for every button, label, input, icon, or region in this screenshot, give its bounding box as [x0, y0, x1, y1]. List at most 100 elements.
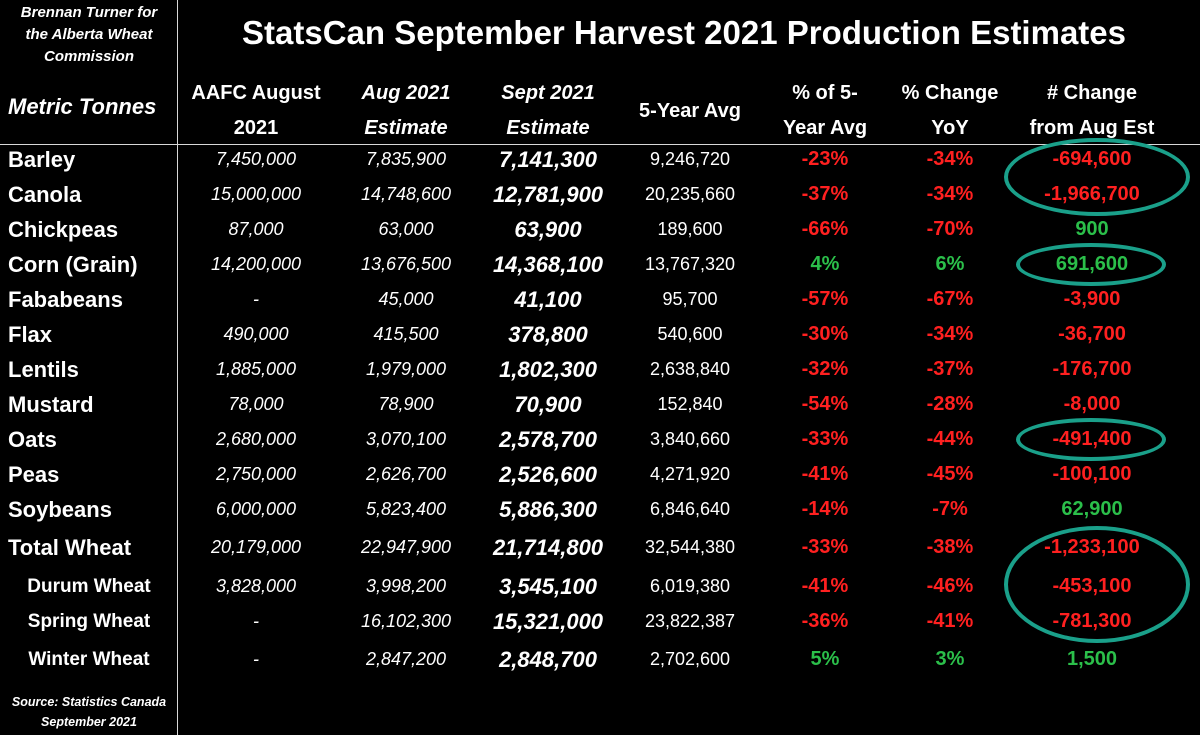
cell-aafc: 7,450,000	[215, 149, 297, 169]
cell-aafc: 490,000	[223, 324, 289, 344]
cell-yoy: -37%	[926, 358, 974, 380]
cell-change: 62,900	[1061, 498, 1123, 520]
cell-sept: 41,100	[514, 287, 582, 312]
crop-label: Oats	[8, 427, 57, 452]
cell-pct-avg: -14%	[801, 498, 849, 520]
cell-aafc: -	[253, 649, 259, 669]
cell-pct-avg: -37%	[801, 183, 849, 205]
cell-yoy: -44%	[926, 428, 974, 450]
column-header-line: # Change	[1046, 82, 1138, 104]
column-header-aafc: AAFC August 2021	[183, 76, 329, 146]
cell-yoy: -70%	[926, 218, 974, 240]
page-title: StatsCan September Harvest 2021 Producti…	[242, 14, 1126, 51]
cell-sept: 1,802,300	[499, 357, 597, 382]
cell-change: -453,100	[1052, 575, 1132, 597]
cell-sept: 3,545,100	[499, 574, 597, 599]
column-header-change: # Change from Aug Est	[1016, 76, 1168, 146]
cell-pct-avg: -36%	[801, 610, 849, 632]
column-header-line: Aug 2021	[361, 82, 451, 104]
cell-avg: 9,246,720	[649, 149, 731, 169]
column-header-avg: 5-Year Avg	[620, 94, 760, 129]
crop-label: Spring Wheat	[27, 611, 151, 632]
cell-change: -100,100	[1052, 463, 1132, 485]
cell-aug: 63,000	[378, 219, 434, 239]
crop-label: Barley	[8, 147, 76, 172]
table-row: Barley 7,450,000 7,835,900 7,141,300 9,246,7…	[0, 142, 1200, 177]
crop-label: Mustard	[8, 392, 94, 417]
cell-change: -176,700	[1052, 358, 1132, 380]
cell-aug: 45,000	[378, 289, 434, 309]
cell-sept: 2,526,600	[499, 462, 597, 487]
cell-aafc: 15,000,000	[210, 184, 302, 204]
cell-pct-avg: -54%	[801, 393, 849, 415]
cell-sept: 2,848,700	[499, 647, 597, 672]
cell-aug: 14,748,600	[360, 184, 452, 204]
cell-sept: 14,368,100	[492, 252, 604, 277]
cell-sept: 5,886,300	[499, 497, 597, 522]
cell-pct-avg: -41%	[801, 575, 849, 597]
column-header-yoy: % Change YoY	[885, 76, 1015, 146]
cell-aug: 13,676,500	[360, 254, 452, 274]
crop-label: Fababeans	[8, 287, 123, 312]
cell-aafc: 2,680,000	[215, 429, 297, 449]
cell-aug: 22,947,900	[360, 537, 452, 557]
cell-sept: 70,900	[514, 392, 582, 417]
table-row: Lentils 1,885,000 1,979,000 1,802,300 2,638,…	[0, 352, 1200, 387]
cell-aug: 2,626,700	[365, 464, 447, 484]
cell-aafc: 20,179,000	[210, 537, 302, 557]
column-header-line: Year Avg	[782, 117, 868, 139]
cell-avg: 189,600	[657, 219, 723, 239]
cell-pct-avg: -66%	[801, 218, 849, 240]
header-divider	[0, 144, 1200, 145]
cell-change: -781,300	[1052, 610, 1132, 632]
cell-aug: 2,847,200	[365, 649, 447, 669]
table-row: Corn (Grain) 14,200,000 13,676,500 14,368,1…	[0, 247, 1200, 282]
table-row: Total Wheat 20,179,000 22,947,900 21,714,80…	[0, 530, 1200, 565]
cell-yoy: -67%	[926, 288, 974, 310]
cell-yoy: -46%	[926, 575, 974, 597]
table-row: Chickpeas 87,000 63,000 63,900 189,600 -66% -7…	[0, 212, 1200, 247]
cell-aafc: -	[253, 611, 259, 631]
cell-avg: 152,840	[657, 394, 723, 414]
cell-change: 691,600	[1055, 253, 1129, 275]
crop-label: Peas	[8, 462, 60, 487]
column-header-line: 2021	[233, 117, 279, 139]
cell-yoy: -41%	[926, 610, 974, 632]
column-header-line: YoY	[931, 117, 969, 139]
cell-change: -694,600	[1052, 148, 1132, 170]
cell-change: -1,233,100	[1044, 536, 1140, 558]
cell-avg: 3,840,660	[649, 429, 731, 449]
author-line: Brennan Turner for	[20, 4, 158, 21]
cell-aug: 78,900	[378, 394, 434, 414]
cell-change: 1,500	[1066, 648, 1118, 670]
table-row: Peas 2,750,000 2,626,700 2,526,600 4,271,920…	[0, 457, 1200, 492]
cell-aafc: -	[253, 289, 259, 309]
cell-sept: 7,141,300	[499, 147, 597, 172]
crop-label: Canola	[8, 182, 82, 207]
cell-aafc: 87,000	[228, 219, 284, 239]
author-line: Commission	[43, 48, 134, 65]
cell-pct-avg: 5%	[810, 648, 840, 670]
cell-yoy: -28%	[926, 393, 974, 415]
table-row: Fababeans - 45,000 41,100 95,700 -57% -67% -3,9…	[0, 282, 1200, 317]
table-row: Canola 15,000,000 14,748,600 12,781,900 20,2…	[0, 177, 1200, 212]
column-header-line: Estimate	[364, 117, 448, 139]
crop-label: Chickpeas	[8, 217, 119, 242]
cell-pct-avg: -57%	[801, 288, 849, 310]
cell-aafc: 78,000	[228, 394, 284, 414]
crop-label: Soybeans	[8, 497, 112, 522]
cell-pct-avg: -30%	[801, 323, 849, 345]
table-row: Oats 2,680,000 3,070,100 2,578,700 3,840,660…	[0, 422, 1200, 457]
column-header-line: 5-Year Avg	[639, 100, 741, 122]
table-row: Spring Wheat - 16,102,300 15,321,000 23,822,…	[0, 604, 1200, 639]
column-header-line: % Change	[901, 82, 999, 104]
cell-change: -36,700	[1058, 323, 1126, 345]
cell-aug: 3,070,100	[365, 429, 447, 449]
cell-sept: 15,321,000	[492, 609, 604, 634]
cell-yoy: -38%	[926, 536, 974, 558]
cell-sept: 2,578,700	[499, 427, 597, 452]
source-note: Source: Statistics Canada September 2021	[0, 692, 178, 732]
cell-avg: 540,600	[657, 324, 723, 344]
table-row: Durum Wheat 3,828,000 3,998,200 3,545,100 6,…	[0, 569, 1200, 604]
cell-aug: 16,102,300	[360, 611, 452, 631]
